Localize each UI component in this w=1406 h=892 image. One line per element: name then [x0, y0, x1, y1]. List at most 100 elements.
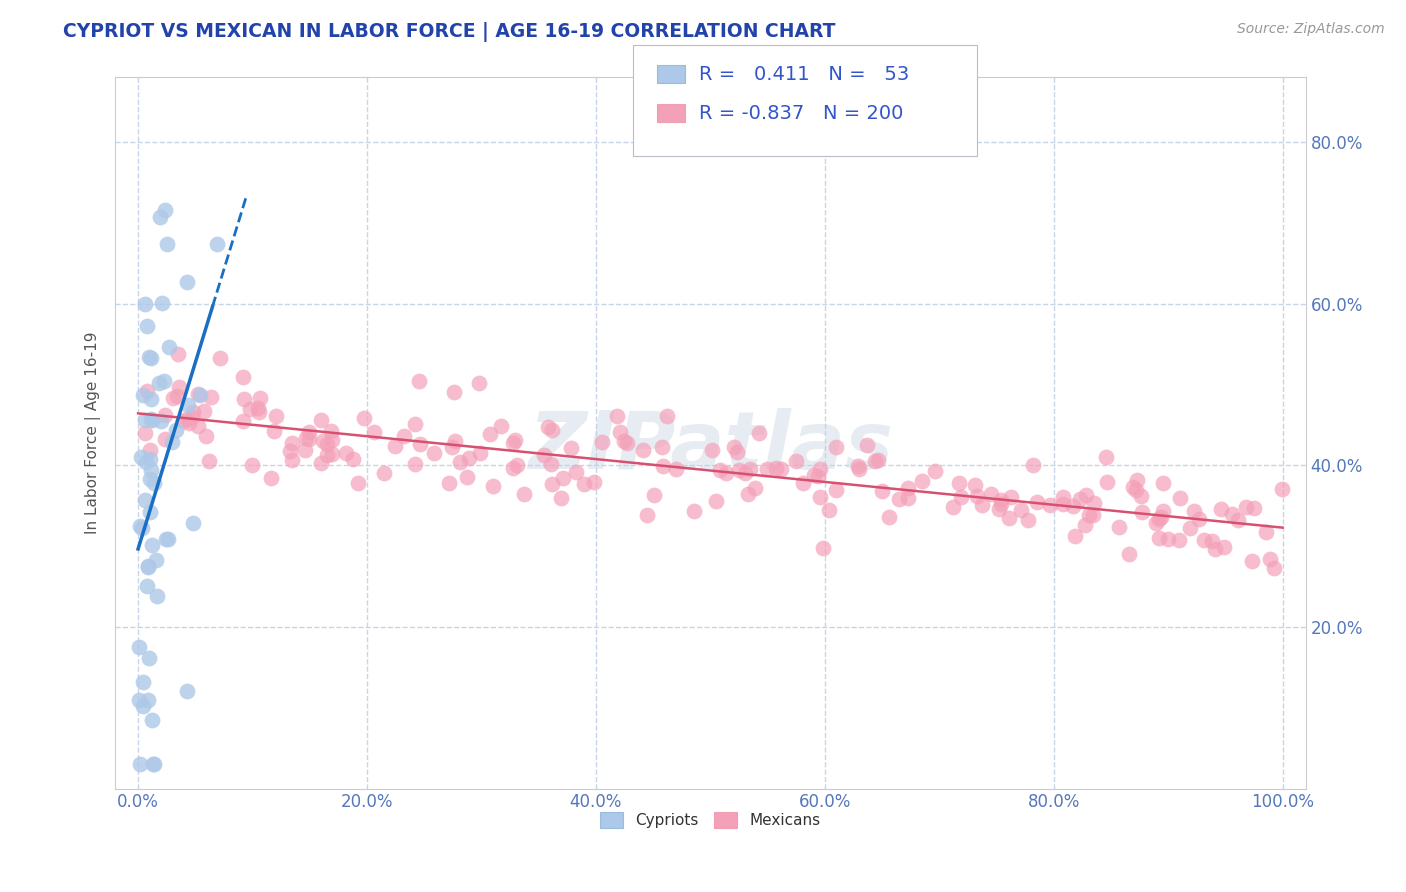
Point: [911, 475, 934, 489]
Point: [965, 478, 987, 492]
Point: [1241, 553, 1264, 567]
Point: [966, 489, 988, 503]
Point: [187, 386, 209, 401]
Point: [179, 416, 201, 430]
Point: [353, 411, 375, 425]
Point: [489, 418, 512, 433]
Point: [1094, 450, 1116, 465]
Point: [1125, 483, 1147, 498]
Point: [295, 431, 318, 445]
Point: [298, 432, 321, 446]
Point: [1000, 490, 1022, 504]
Point: [1144, 516, 1167, 530]
Point: [149, 210, 172, 224]
Legend: Cypriots, Mexicans: Cypriots, Mexicans: [595, 806, 827, 834]
Point: [613, 434, 636, 449]
Point: [143, 476, 166, 491]
Point: [132, 388, 155, 402]
Point: [139, 442, 162, 457]
Point: [990, 493, 1012, 508]
Point: [232, 414, 254, 428]
Point: [138, 452, 160, 467]
Point: [897, 491, 920, 505]
Point: [737, 487, 759, 501]
Text: ZIPatlas: ZIPatlas: [527, 409, 893, 486]
Point: [1152, 504, 1174, 518]
Point: [347, 475, 370, 490]
Point: [136, 558, 159, 573]
Point: [879, 509, 901, 524]
Point: [808, 490, 831, 504]
Point: [540, 458, 562, 472]
Point: [503, 433, 526, 447]
Point: [1204, 542, 1226, 557]
Point: [803, 467, 825, 482]
Point: [136, 384, 159, 398]
Point: [316, 437, 339, 451]
Text: R = -0.837   N = 200: R = -0.837 N = 200: [699, 103, 903, 123]
Point: [155, 408, 177, 422]
Point: [1220, 508, 1243, 522]
Point: [335, 446, 357, 460]
Point: [482, 479, 505, 493]
Point: [1243, 501, 1265, 516]
Point: [970, 498, 993, 512]
Point: [321, 447, 343, 461]
Point: [533, 448, 555, 462]
Point: [298, 425, 321, 440]
Point: [172, 414, 194, 428]
Point: [150, 296, 173, 310]
Point: [683, 503, 706, 517]
Point: [565, 465, 588, 479]
Point: [863, 454, 886, 468]
Point: [1069, 492, 1091, 507]
Point: [281, 436, 304, 450]
Point: [1201, 533, 1223, 548]
Point: [139, 351, 162, 365]
Point: [1211, 502, 1233, 516]
Point: [897, 481, 920, 495]
Point: [134, 492, 156, 507]
Point: [176, 275, 198, 289]
Point: [704, 494, 727, 508]
Text: CYPRIOT VS MEXICAN IN LABOR FORCE | AGE 16-19 CORRELATION CHART: CYPRIOT VS MEXICAN IN LABOR FORCE | AGE …: [63, 22, 835, 42]
Point: [727, 463, 749, 477]
Point: [167, 347, 190, 361]
Point: [128, 757, 150, 772]
Point: [153, 374, 176, 388]
Point: [502, 461, 524, 475]
Point: [157, 533, 180, 547]
Point: [153, 202, 176, 217]
Point: [1052, 490, 1074, 504]
Point: [785, 453, 807, 467]
Point: [181, 516, 204, 530]
Point: [409, 437, 432, 451]
Point: [651, 441, 673, 455]
Point: [156, 236, 179, 251]
Point: [1052, 497, 1074, 511]
Text: Source: ZipAtlas.com: Source: ZipAtlas.com: [1237, 22, 1385, 37]
Point: [468, 446, 491, 460]
Point: [363, 425, 385, 440]
Point: [1271, 482, 1294, 496]
Point: [540, 476, 562, 491]
Point: [141, 713, 163, 727]
Point: [998, 510, 1021, 524]
Point: [138, 350, 160, 364]
Point: [808, 462, 831, 476]
Point: [572, 477, 595, 491]
Point: [394, 429, 416, 443]
Point: [1077, 508, 1099, 522]
Point: [188, 388, 211, 402]
Point: [208, 351, 231, 365]
Point: [162, 391, 184, 405]
Point: [165, 424, 187, 438]
Point: [1083, 496, 1105, 510]
Point: [665, 462, 688, 476]
Point: [740, 462, 762, 476]
Point: [128, 640, 150, 654]
Point: [1192, 533, 1215, 548]
Point: [1010, 502, 1032, 516]
Point: [139, 463, 162, 477]
Point: [136, 560, 159, 574]
